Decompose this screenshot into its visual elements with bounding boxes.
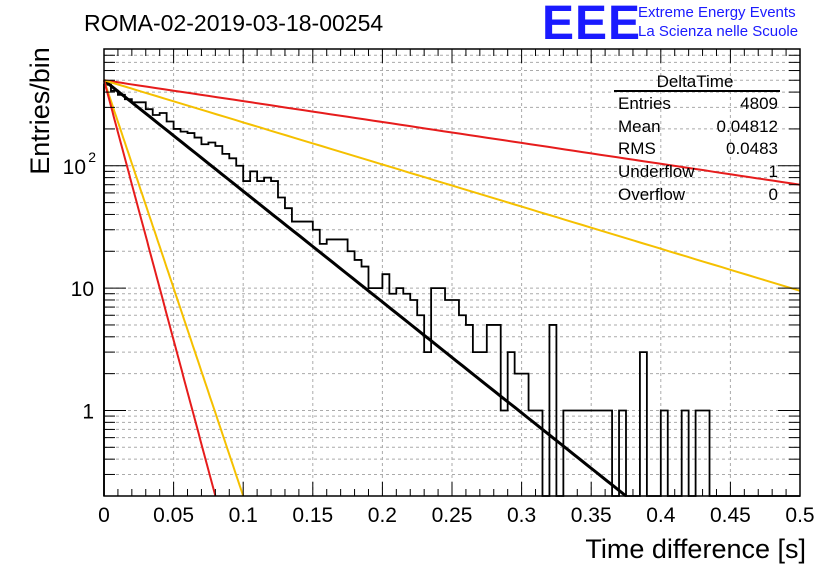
x-tick-label: 0 bbox=[98, 504, 110, 527]
stats-value: 0 bbox=[768, 185, 778, 204]
stats-label: Underflow bbox=[618, 162, 695, 181]
x-axis-label: Time difference [s] bbox=[585, 534, 806, 564]
logo-line-1: Extreme Energy Events bbox=[638, 4, 796, 21]
axis-tick-labels: 0 0.05 0.1 0.15 0.2 0.25 0.3 0.35 0.4 0.45 0.51101… bbox=[63, 149, 815, 527]
y-tick-label: 10 bbox=[71, 278, 94, 301]
curve-rate-curve-4 bbox=[103, 79, 217, 497]
stats-title: DeltaTime bbox=[656, 72, 734, 91]
stats-label: Overflow bbox=[618, 185, 686, 204]
x-tick-label: 0.25 bbox=[432, 504, 473, 527]
stats-value: 0.04812 bbox=[716, 117, 778, 136]
chart-title: ROMA-02-2019-03-18-00254 bbox=[84, 10, 384, 36]
stats-label: RMS bbox=[618, 139, 656, 158]
curve-fit bbox=[103, 79, 627, 498]
y-tick-label: 1 bbox=[82, 400, 94, 423]
x-tick-label: 0.05 bbox=[153, 504, 194, 527]
fit-curves bbox=[103, 79, 801, 498]
curve-rate-curve-1 bbox=[103, 79, 801, 186]
x-tick-label: 0.15 bbox=[292, 504, 333, 527]
stats-value: 0.0483 bbox=[726, 139, 778, 158]
stats-value: 4809 bbox=[740, 94, 778, 113]
x-tick-label: 0.45 bbox=[710, 504, 751, 527]
stats-divider bbox=[614, 90, 780, 92]
stats-value: 1 bbox=[768, 162, 778, 181]
stats-label: Entries bbox=[618, 94, 671, 113]
curve-rate-curve-2 bbox=[103, 79, 801, 292]
stats-label: Mean bbox=[618, 117, 661, 136]
y-tick-label: 10 bbox=[63, 156, 86, 179]
y-tick-exponent: 2 bbox=[88, 149, 96, 165]
x-tick-label: 0.4 bbox=[646, 504, 676, 527]
x-tick-label: 0.3 bbox=[507, 504, 536, 527]
y-axis-label: Entries/bin bbox=[25, 47, 55, 175]
x-tick-label: 0.2 bbox=[368, 504, 397, 527]
logo-line-2: La Scienza nelle Scuole bbox=[638, 23, 799, 40]
x-tick-label: 0.1 bbox=[229, 504, 258, 527]
x-tick-label: 0.35 bbox=[571, 504, 612, 527]
curve-rate-curve-3 bbox=[103, 79, 245, 497]
x-tick-label: 0.5 bbox=[785, 504, 814, 527]
axis-ticks bbox=[103, 48, 801, 497]
eee-logo: EEE bbox=[542, 0, 642, 50]
